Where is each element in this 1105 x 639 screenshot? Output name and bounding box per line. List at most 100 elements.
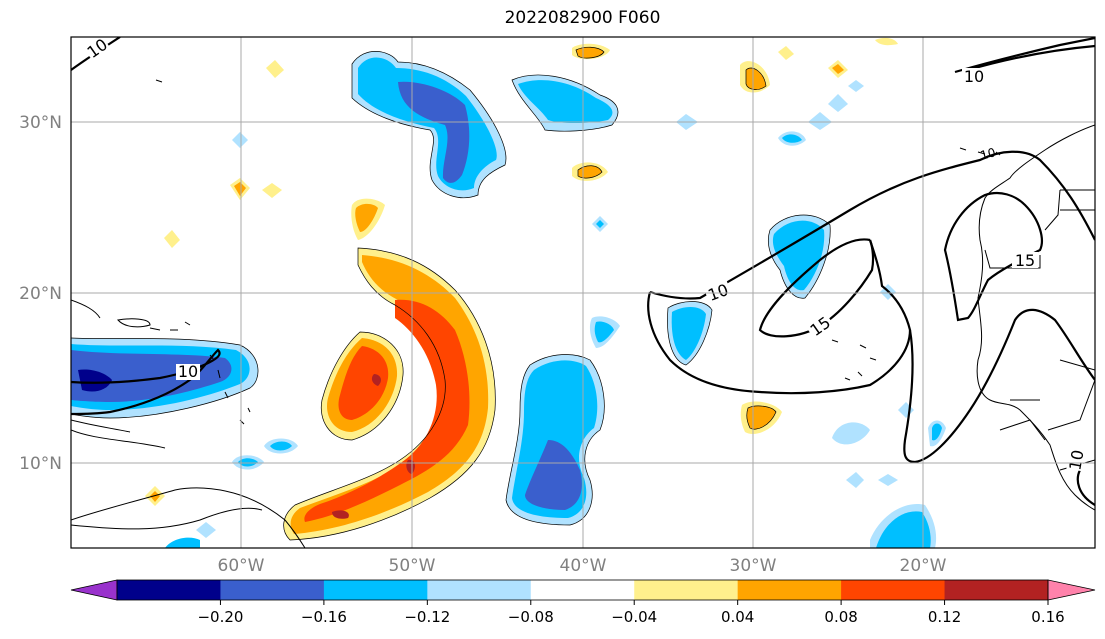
shaded-fields bbox=[71, 37, 946, 548]
isolines bbox=[71, 37, 1095, 506]
lon-label-40w: 40°W bbox=[560, 556, 607, 576]
field-center-top-b bbox=[594, 321, 614, 343]
field-outlines bbox=[71, 46, 831, 541]
field-arc-red bbox=[304, 299, 470, 522]
colorbar-tick-label: −0.20 bbox=[197, 608, 243, 626]
isoline-se-10 bbox=[1076, 469, 1095, 506]
isoline-label-caribbean: 10 bbox=[178, 362, 198, 381]
colorbar-segment bbox=[427, 580, 532, 600]
colorbar-extend-low bbox=[70, 579, 118, 601]
field-center-deep bbox=[525, 440, 582, 510]
patch-blue-10 bbox=[832, 422, 870, 445]
patch-yellow-13 bbox=[875, 37, 898, 46]
field-bottom-left-blue bbox=[165, 537, 200, 548]
isoline-label-ne10: 10 bbox=[964, 67, 984, 86]
patch-orange-7 bbox=[150, 491, 160, 502]
map-title: 2022082900 F060 bbox=[504, 8, 661, 28]
patch-orange-3 bbox=[746, 67, 766, 90]
patch-blue-5 bbox=[808, 112, 832, 130]
colorbar-segment bbox=[634, 580, 739, 600]
field-north2-blue bbox=[518, 80, 613, 123]
gridlines bbox=[71, 37, 1095, 548]
patch-blue-13 bbox=[878, 474, 898, 486]
colorbar-frame bbox=[116, 579, 1049, 601]
isoline-ne-10 bbox=[954, 37, 1095, 74]
patch-yellow-12 bbox=[164, 230, 180, 248]
coast-africa-north bbox=[976, 124, 1095, 511]
coast-cuba bbox=[71, 299, 151, 328]
isoline-east-10b bbox=[647, 239, 912, 395]
isoline-caribbean-10 bbox=[71, 348, 221, 416]
colorbar-extend-high bbox=[1047, 579, 1096, 601]
patch-blue-4b bbox=[782, 134, 802, 143]
coast-south-america bbox=[71, 487, 306, 548]
patch-orange-8 bbox=[832, 64, 844, 74]
patch-blue-8b bbox=[270, 441, 292, 451]
isoline-label-15b: 15 bbox=[1015, 251, 1035, 270]
field-lobe-red bbox=[338, 346, 389, 420]
colorbar-tick-label: 0.08 bbox=[824, 608, 857, 626]
colorbar-segment bbox=[530, 580, 635, 600]
field-lobe-darkred bbox=[371, 374, 381, 386]
patch-orange-2 bbox=[355, 203, 378, 232]
colorbar-ticks: −0.20 −0.16 −0.12 −0.08 −0.04 0.04 0.08 0.12 0.1… bbox=[197, 600, 1065, 626]
lon-label-50w: 50°W bbox=[389, 556, 436, 576]
patch-orange-4 bbox=[578, 165, 602, 179]
lat-label-10n: 10°N bbox=[19, 454, 62, 474]
isoline-east-10 bbox=[649, 150, 1095, 300]
isoline-label-canary: 10 bbox=[979, 145, 997, 162]
colorbar bbox=[70, 579, 1096, 601]
isoline-ne-10b bbox=[967, 44, 1095, 72]
patch-yellow-9 bbox=[778, 46, 794, 60]
colorbar-tick-label: −0.12 bbox=[404, 608, 450, 626]
patch-blue-6 bbox=[828, 94, 848, 112]
patch-blue-2b bbox=[596, 220, 604, 228]
coast-tiny bbox=[155, 79, 839, 343]
lat-label-20n: 20°N bbox=[19, 284, 62, 304]
colorbar-segment bbox=[117, 580, 221, 600]
colorbar-tick-label: −0.08 bbox=[508, 608, 554, 626]
patch-orange-6 bbox=[234, 182, 246, 196]
colorbar-segment bbox=[220, 580, 325, 600]
lon-axis: 60°W 50°W 40°W 30°W 20°W bbox=[218, 556, 947, 576]
colorbar-tick-label: 0.12 bbox=[928, 608, 961, 626]
lat-label-30n: 30°N bbox=[19, 113, 62, 133]
field-arc-darkred2 bbox=[332, 510, 349, 519]
patch-orange-5 bbox=[746, 405, 776, 430]
coast-capeverde bbox=[844, 344, 877, 381]
patch-blue-9b bbox=[238, 458, 258, 467]
field-east1-blue bbox=[772, 220, 825, 291]
coast-hispaniola bbox=[71, 419, 166, 449]
patch-yellow-10 bbox=[266, 60, 284, 78]
coast-venezuela bbox=[71, 507, 263, 530]
patch-blue-7 bbox=[848, 80, 864, 92]
isoline-east-15b bbox=[943, 191, 1043, 322]
isoline-east-10c bbox=[903, 308, 1095, 464]
lon-label-60w: 60°W bbox=[218, 556, 265, 576]
colorbar-segment bbox=[841, 580, 946, 600]
isoline-label-se10: 10 bbox=[1065, 448, 1087, 471]
colorbar-segment bbox=[944, 580, 1049, 600]
lat-axis: 30°N 20°N 10°N bbox=[19, 113, 62, 474]
map-frame bbox=[70, 36, 1096, 549]
colorbar-tick-label: −0.16 bbox=[301, 608, 347, 626]
coastlines bbox=[71, 79, 1095, 548]
field-east2-blue bbox=[671, 307, 706, 360]
patch-blue-1 bbox=[232, 132, 248, 148]
patch-blue-12 bbox=[846, 472, 864, 488]
field-caribbean-navy bbox=[78, 369, 112, 392]
field-se-blue bbox=[876, 511, 931, 548]
lon-label-20w: 20°W bbox=[900, 556, 947, 576]
colorbar-segment bbox=[323, 580, 428, 600]
patch-blue-16 bbox=[196, 522, 216, 538]
colorbar-tick-label: 0.04 bbox=[721, 608, 754, 626]
colorbar-segment bbox=[737, 580, 842, 600]
patch-yellow-11 bbox=[262, 183, 282, 198]
field-caribbean-deep bbox=[71, 350, 232, 402]
lon-label-30w: 30°W bbox=[730, 556, 777, 576]
colorbar-tick-label: −0.04 bbox=[611, 608, 657, 626]
isoline-east-15a bbox=[758, 238, 875, 338]
colorbar-tick-label: 0.16 bbox=[1031, 608, 1064, 626]
patch-blue-11b bbox=[932, 423, 942, 441]
